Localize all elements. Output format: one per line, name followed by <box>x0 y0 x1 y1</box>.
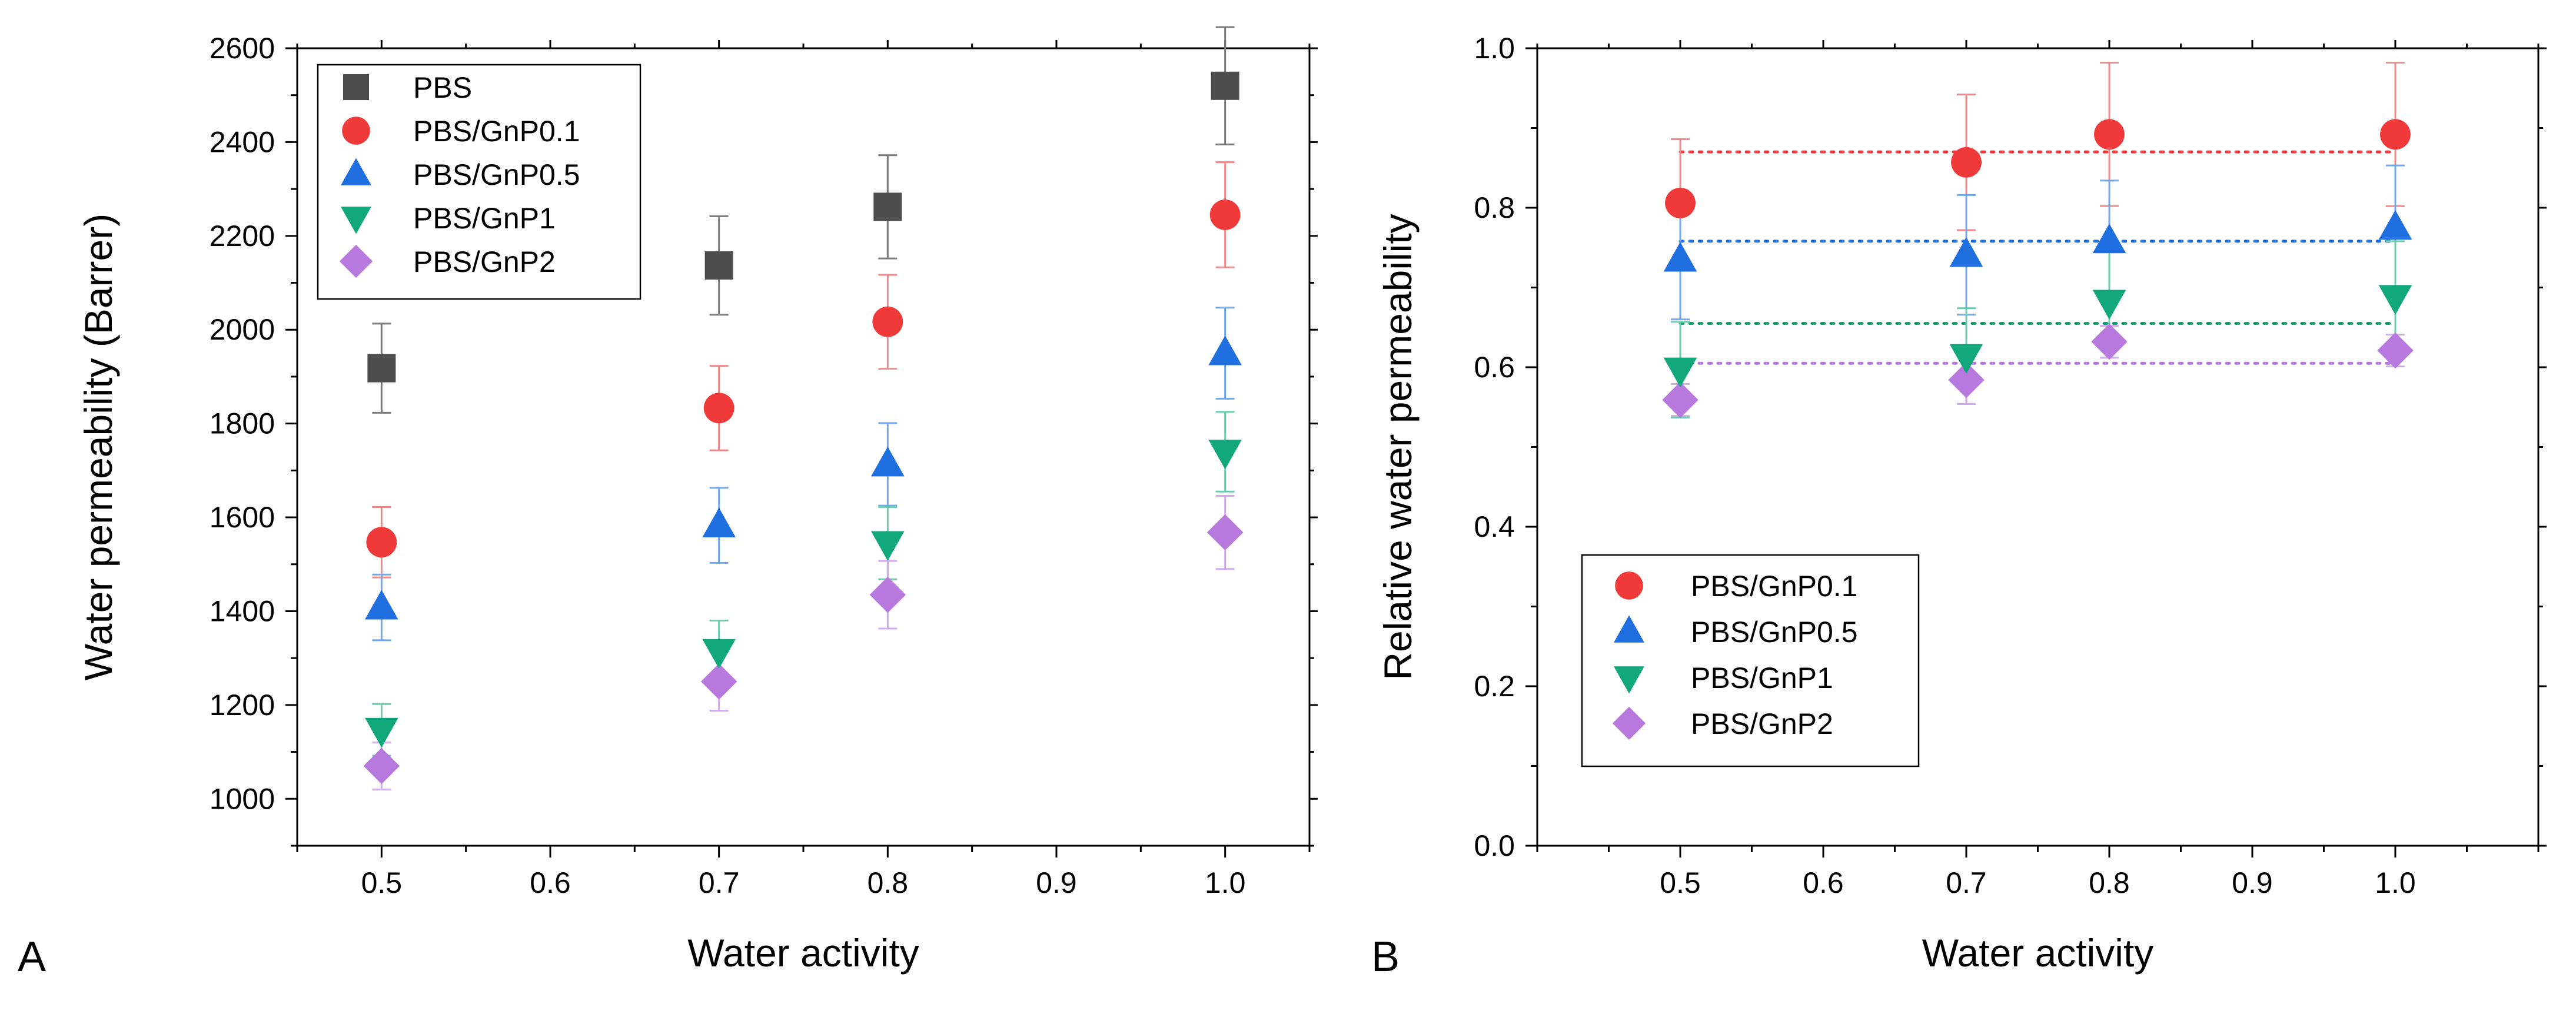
legend-marker <box>339 244 373 278</box>
legend-marker <box>341 158 371 185</box>
y-tick-label: 1200 <box>210 689 275 722</box>
legend-marker <box>1612 706 1646 740</box>
x-tick-label: 0.5 <box>361 866 403 899</box>
y-tick-label: 1400 <box>210 594 275 627</box>
y-tick-label: 1800 <box>210 407 275 440</box>
data-point-triangle-down <box>2378 285 2412 315</box>
data-point-circle <box>1209 200 1241 230</box>
panel-a: 0.5 0.6 0.7 0.8 0.9 1.0 1000 1200 1400 1600 1800 20… <box>18 26 1318 981</box>
data-point-triangle-down <box>702 639 736 669</box>
y-tick-label: 1.0 <box>1474 32 1515 65</box>
legend-marker <box>341 207 371 234</box>
x-tick-label: 1.0 <box>1205 866 1246 899</box>
panel-b: 0.5 0.6 0.7 0.8 0.9 1.0 0.0 0.2 0.4 0.6 0.8 1.0 Wate… <box>1371 32 2547 981</box>
data-point-diamond <box>1206 514 1244 551</box>
y-tick-label: 0.4 <box>1474 510 1515 543</box>
data-point-circle <box>872 306 903 337</box>
x-tick-label: 0.8 <box>2089 866 2130 899</box>
legend: PBS PBS/GnP0.1 PBS/GnP0.5 PBS/GnP1 PBS/GnP2 <box>317 64 641 300</box>
x-tick-label: 0.6 <box>530 866 571 899</box>
y-tick-label: 0.0 <box>1474 829 1515 862</box>
data-point-diamond <box>1662 381 1699 418</box>
panel-label: B <box>1371 933 1400 981</box>
data-point-triangle-up <box>871 446 905 477</box>
data-point-diamond <box>869 576 906 613</box>
legend-label: PBS/GnP0.1 <box>413 115 580 148</box>
legend-marker <box>1615 571 1643 600</box>
data-point-square <box>1211 71 1239 100</box>
data-point-triangle-down <box>1663 357 1697 388</box>
data-point-circle <box>703 393 734 424</box>
y-tick-label: 1000 <box>210 782 275 815</box>
legend-label: PBS <box>413 71 472 104</box>
data-point-square <box>367 354 396 383</box>
legend-marker <box>1614 666 1644 694</box>
data-point-circle <box>2380 119 2411 150</box>
data-point-circle <box>2094 119 2125 150</box>
legend-label: PBS/GnP1 <box>1691 662 1833 694</box>
legend-label: PBS/GnP2 <box>1691 707 1833 740</box>
legend-label: PBS/GnP2 <box>413 245 556 278</box>
legend-label: PBS/GnP0.5 <box>413 158 580 191</box>
data-point-triangle-up <box>1949 237 1983 267</box>
y-tick-label: 2000 <box>210 313 275 346</box>
data-point-triangle-down <box>1208 440 1242 470</box>
legend-box <box>317 64 641 300</box>
y-tick-label: 0.2 <box>1474 670 1515 703</box>
x-tick-label: 0.7 <box>699 866 740 899</box>
data-point-triangle-down <box>871 531 905 561</box>
data-point-circle <box>366 527 397 558</box>
data-point-square <box>873 192 902 221</box>
y-tick-label: 2600 <box>210 32 275 65</box>
x-tick-label: 1.0 <box>2375 866 2416 899</box>
data-point-triangle-down <box>365 717 398 748</box>
x-tick-label: 0.7 <box>1946 866 1987 899</box>
y-tick-label: 2400 <box>210 125 275 158</box>
legend-label: PBS/GnP0.1 <box>1691 570 1858 603</box>
data-point-square <box>704 251 733 280</box>
legend-marker <box>342 117 370 145</box>
y-axis-title: Relative water permeability <box>1376 214 1420 680</box>
x-tick-label: 0.9 <box>2232 866 2273 899</box>
x-axis-title: Water activity <box>1922 931 2154 975</box>
x-tick-label: 0.6 <box>1803 866 1844 899</box>
data-point-triangle-up <box>1663 242 1697 272</box>
data-point-triangle-down <box>1949 344 1983 374</box>
x-tick-label: 0.8 <box>867 866 909 899</box>
data-point-diamond <box>2377 332 2414 369</box>
y-tick-label: 0.8 <box>1474 191 1515 224</box>
x-axis-title: Water activity <box>687 931 919 975</box>
data-point-triangle-up <box>365 590 398 620</box>
y-tick-label: 1600 <box>210 501 275 534</box>
y-axis-title: Water permeability (Barrer) <box>77 214 120 680</box>
legend-marker <box>1614 615 1644 643</box>
y-tick-label: 2200 <box>210 220 275 252</box>
data-point-diamond <box>1948 361 1985 398</box>
data-point-diamond <box>700 663 737 700</box>
panel-label: A <box>18 933 46 981</box>
y-tick-label: 0.6 <box>1474 351 1515 384</box>
legend-label: PBS/GnP0.5 <box>1691 616 1858 649</box>
data-point-triangle-up <box>2378 210 2412 240</box>
data-point-diamond <box>363 747 400 785</box>
data-point-diamond <box>2091 323 2128 360</box>
legend: PBS/GnP0.1 PBS/GnP0.5 PBS/GnP1 PBS/GnP2 <box>1581 554 1920 767</box>
legend-label: PBS/GnP1 <box>413 202 556 235</box>
x-tick-label: 0.9 <box>1036 866 1077 899</box>
data-point-triangle-down <box>2092 290 2126 320</box>
data-point-circle <box>1665 187 1696 218</box>
legend-marker <box>343 74 369 100</box>
data-point-triangle-up <box>1208 335 1242 365</box>
data-point-circle <box>1951 147 1982 178</box>
x-tick-label: 0.5 <box>1660 866 1701 899</box>
data-point-triangle-up <box>702 507 736 538</box>
data-point-triangle-up <box>2092 223 2126 254</box>
